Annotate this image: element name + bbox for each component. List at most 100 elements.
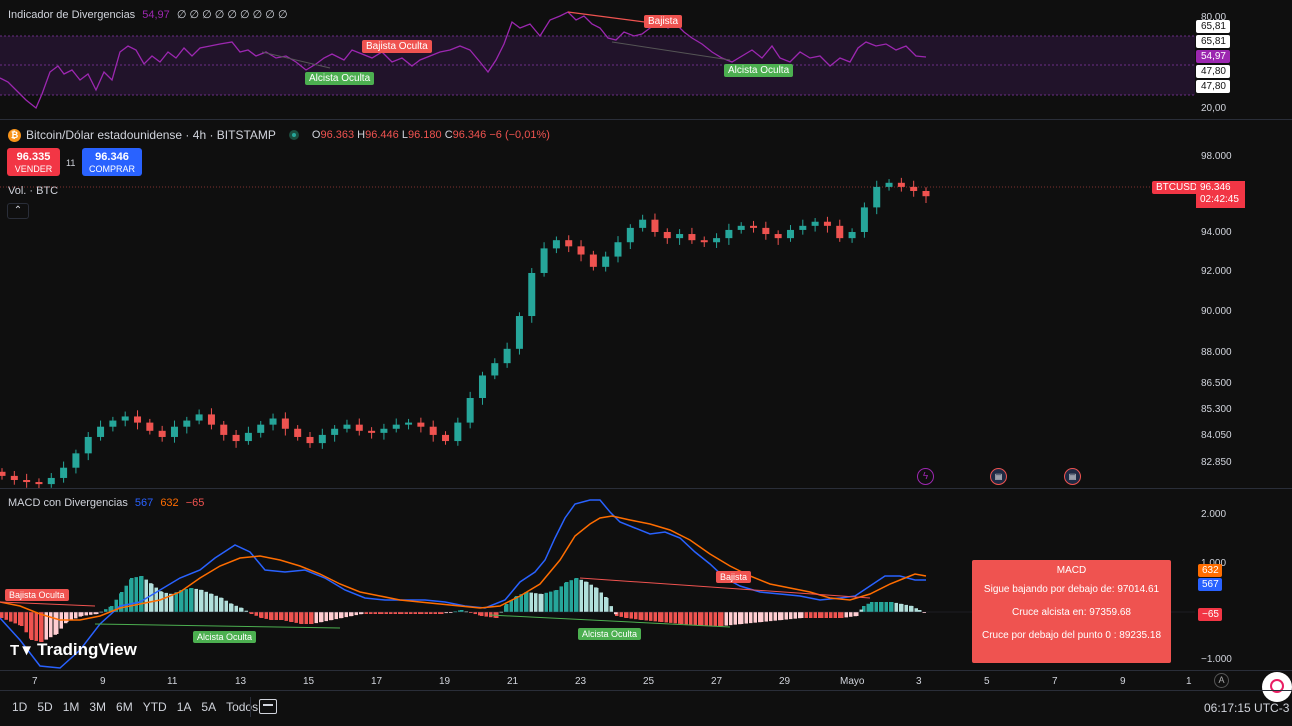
- macd-histogram-bar: [569, 580, 573, 612]
- macd-histogram-bar: [418, 612, 422, 614]
- buy-label: COMPRAR: [88, 164, 135, 174]
- macd-histogram-bar: [424, 612, 428, 614]
- macd-histogram-bar: [624, 612, 628, 618]
- sell-price: 96.335: [16, 151, 51, 163]
- macd-histogram-bar: [179, 590, 183, 612]
- price-axis-84050: 84.050: [1201, 430, 1232, 441]
- auto-scale-button[interactable]: A: [1214, 673, 1229, 688]
- pane-separator-2[interactable]: [0, 488, 1292, 489]
- macd-histogram-bar: [693, 612, 697, 626]
- rsi-title-row[interactable]: Indicador de Divergencias 54,97 ∅ ∅ ∅ ∅ …: [8, 8, 288, 21]
- macd-histogram-bar: [684, 612, 688, 625]
- macd-histogram-bar: [214, 595, 218, 612]
- x-tick-27: 27: [711, 676, 723, 687]
- x-tick-19: 19: [439, 676, 451, 687]
- macd-histogram-bar: [866, 603, 870, 612]
- macd-info-title: MACD: [1056, 565, 1087, 576]
- tf-3m[interactable]: 3M: [89, 700, 107, 714]
- macd-histogram-bar: [169, 593, 173, 612]
- tradingview-logo[interactable]: T▼ TradingView: [10, 640, 137, 660]
- x-tick-9b: 9: [1120, 676, 1126, 687]
- macd-histogram-bar: [862, 606, 866, 612]
- macd-histogram-bar: [789, 612, 793, 620]
- collapse-legend-button[interactable]: ⌃: [7, 203, 29, 219]
- macd-histogram-bar: [638, 612, 642, 620]
- assistant-button[interactable]: [1262, 672, 1292, 702]
- macd-histogram-bar: [724, 612, 728, 626]
- candle-body: [220, 424, 228, 435]
- x-tick-7: 7: [32, 676, 38, 687]
- candle-body: [417, 422, 425, 427]
- tf-1d[interactable]: 1D: [12, 700, 28, 714]
- candle-body: [84, 436, 92, 454]
- tf-1m[interactable]: 1M: [62, 700, 80, 714]
- macd-histogram-bar: [378, 612, 382, 614]
- macd-histogram-bar: [634, 612, 638, 620]
- price-plot[interactable]: [0, 120, 1195, 488]
- macd-histogram-bar: [438, 612, 442, 614]
- calendar-range-icon[interactable]: [259, 699, 277, 714]
- tf-5a[interactable]: 5A: [201, 700, 217, 714]
- lightning-event-icon[interactable]: ϟ: [917, 468, 934, 485]
- macd-histogram-bar: [758, 612, 762, 623]
- macd-histogram-bar: [469, 612, 473, 613]
- macd-histogram-bar: [224, 600, 228, 612]
- macd-histogram-bar: [824, 612, 828, 618]
- macd-histogram-bar: [4, 612, 8, 620]
- macd-histogram-bar: [184, 589, 188, 612]
- candle-body: [725, 229, 733, 239]
- candle-body: [158, 430, 166, 437]
- macd-histogram-bar: [544, 592, 548, 612]
- macd-histogram-bar: [769, 612, 773, 622]
- macd-histogram-bar: [429, 612, 433, 614]
- macd-histogram-bar: [373, 612, 377, 614]
- tf-5d[interactable]: 5D: [37, 700, 53, 714]
- macd-histogram-bar: [604, 597, 608, 612]
- macd-histogram-bar: [749, 612, 753, 624]
- tf-ytd[interactable]: YTD: [142, 700, 167, 714]
- macd-histogram-bar: [219, 597, 223, 612]
- macd-histogram-bar: [589, 584, 593, 612]
- macd-histogram-bar: [444, 612, 448, 614]
- tf-todos[interactable]: Todos: [226, 700, 259, 714]
- macd-histogram-bar: [164, 592, 168, 612]
- macd-histogram-bar: [279, 612, 283, 620]
- macd-histogram-bar: [460, 610, 464, 612]
- candle-body: [762, 227, 770, 235]
- volume-label[interactable]: Vol. · BTC: [8, 185, 59, 197]
- macd-info-box: MACD Sigue bajando por debajo de: 97014.…: [972, 560, 1171, 663]
- last-price-tag: 96.346 02:42:45: [1196, 181, 1245, 208]
- rsi-plot: [0, 11, 1195, 110]
- macd-histogram-bar: [354, 612, 358, 616]
- tf-6m[interactable]: 6M: [116, 700, 133, 714]
- macd-histogram-bar: [524, 592, 528, 612]
- macd-histogram-bar: [599, 592, 603, 612]
- us-flag-event-icon[interactable]: ▤: [990, 468, 1007, 485]
- candle-body: [0, 471, 6, 476]
- macd-histogram-bar: [433, 612, 437, 614]
- clock-display[interactable]: 06:17:15 UTC-3: [1204, 701, 1290, 715]
- candle-body: [454, 422, 462, 442]
- macd-histogram-bar: [609, 606, 613, 612]
- buy-button[interactable]: 96.346 COMPRAR: [82, 148, 142, 176]
- macd-histogram-bar: [853, 612, 857, 617]
- macd-histogram-bar: [538, 593, 542, 612]
- macd-histogram-bar: [619, 612, 623, 617]
- candle-body: [651, 219, 659, 232]
- macd-histogram-bar: [509, 600, 513, 612]
- macd-title-row[interactable]: MACD con Divergencias 567 632 −65: [8, 497, 204, 509]
- us-flag-event-icon-2[interactable]: ▤: [1064, 468, 1081, 485]
- x-tick-25: 25: [643, 676, 655, 687]
- rsi-tag-5: 47,80: [1196, 80, 1230, 93]
- macd-histogram-bar: [564, 582, 568, 612]
- pane-separator-1[interactable]: [0, 119, 1292, 120]
- macd-histogram-bar: [74, 612, 78, 619]
- symbol-header[interactable]: ₿ Bitcoin/Dólar estadounidense · 4h · BI…: [8, 128, 550, 142]
- macd-histogram-bar: [29, 612, 33, 639]
- macd-histogram-bar: [194, 588, 198, 612]
- macd-histogram-bar: [259, 612, 263, 618]
- tf-1a[interactable]: 1A: [176, 700, 192, 714]
- sell-button[interactable]: 96.335 VENDER: [7, 148, 60, 176]
- macd-value-3: −65: [185, 497, 205, 509]
- candle-body: [565, 240, 573, 247]
